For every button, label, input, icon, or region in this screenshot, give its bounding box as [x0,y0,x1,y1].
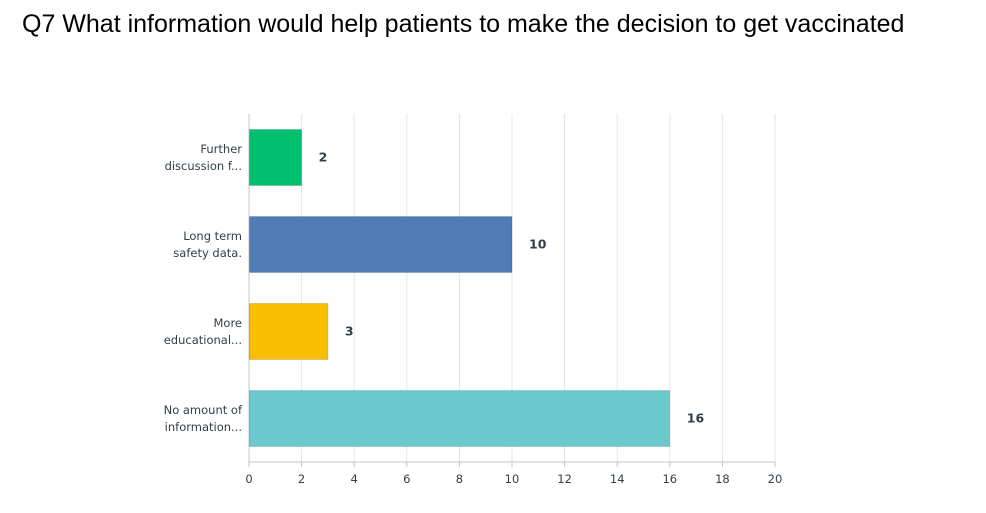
x-tick-label: 6 [403,472,410,486]
x-axis: 0 2 4 6 8 10 12 14 16 18 20 [245,114,782,486]
x-tick-label: 10 [505,472,520,486]
x-tick-label: 16 [662,472,677,486]
category-label: discussion f... [165,159,242,173]
x-tick-label: 2 [298,472,305,486]
x-tick-label: 4 [351,472,358,486]
value-labels: 2 10 3 16 [319,150,705,426]
x-tick-label: 12 [557,472,572,486]
value-label: 3 [345,324,354,339]
category-label: educational... [164,333,242,347]
category-label: No amount of [164,403,243,417]
x-tick-label: 8 [456,472,463,486]
bar [249,129,303,186]
category-label: More [213,316,242,330]
value-label: 16 [687,411,705,426]
x-tick-label: 14 [610,472,625,486]
category-label: Long term [183,229,242,243]
value-label: 10 [529,237,547,252]
category-labels: Further discussion f... Long term safety da… [164,142,243,434]
category-label: Further [200,142,242,156]
x-tick-label: 18 [715,472,730,486]
bar [249,390,671,447]
category-label: safety data. [173,246,242,260]
value-label: 2 [319,150,328,165]
x-tick-label: 20 [768,472,783,486]
bar [249,303,329,360]
x-tick-label: 0 [245,472,252,486]
bars [249,129,671,447]
chart-title: Q7 What information would help patients … [22,10,905,38]
bar [249,216,513,273]
category-label: information... [165,420,242,434]
